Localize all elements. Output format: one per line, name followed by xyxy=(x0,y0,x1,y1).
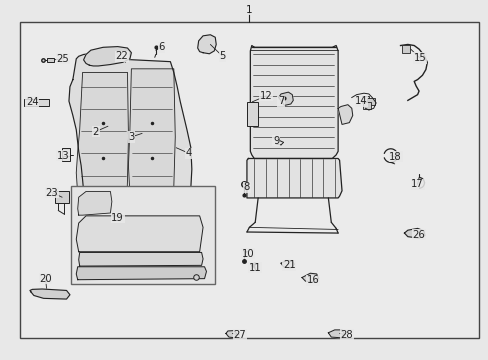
Text: 27: 27 xyxy=(233,330,245,340)
Polygon shape xyxy=(302,273,318,282)
Polygon shape xyxy=(281,261,294,268)
Text: 28: 28 xyxy=(340,330,352,340)
Text: 23: 23 xyxy=(45,188,58,198)
Polygon shape xyxy=(225,330,236,338)
Polygon shape xyxy=(30,289,70,299)
Text: 5: 5 xyxy=(219,51,225,61)
Polygon shape xyxy=(328,330,344,338)
Bar xyxy=(361,96,368,103)
Text: 13: 13 xyxy=(57,150,69,161)
Polygon shape xyxy=(197,35,216,54)
Bar xyxy=(401,45,409,53)
Polygon shape xyxy=(246,158,341,198)
Polygon shape xyxy=(76,72,128,209)
Text: 14: 14 xyxy=(354,96,367,106)
Text: 20: 20 xyxy=(39,274,52,284)
Text: 8: 8 xyxy=(244,182,249,192)
Bar xyxy=(20,22,478,338)
Polygon shape xyxy=(78,192,112,215)
Text: 19: 19 xyxy=(111,213,124,222)
Text: 2: 2 xyxy=(92,127,99,136)
Text: 22: 22 xyxy=(115,51,128,61)
Text: 25: 25 xyxy=(57,54,69,64)
Text: 1: 1 xyxy=(245,5,252,15)
Bar xyxy=(71,186,215,284)
Text: 1: 1 xyxy=(245,5,252,15)
Polygon shape xyxy=(83,46,131,66)
Polygon shape xyxy=(76,216,203,252)
Polygon shape xyxy=(404,228,424,238)
Polygon shape xyxy=(337,105,352,125)
Polygon shape xyxy=(79,252,203,266)
Polygon shape xyxy=(69,54,191,218)
Text: 17: 17 xyxy=(410,179,423,189)
Polygon shape xyxy=(250,45,337,158)
Text: 12: 12 xyxy=(260,91,272,101)
Polygon shape xyxy=(128,69,175,211)
Text: 3: 3 xyxy=(128,132,134,142)
Bar xyxy=(47,58,54,62)
Text: 24: 24 xyxy=(26,97,39,107)
Bar xyxy=(246,102,257,126)
Polygon shape xyxy=(278,92,293,105)
Text: 26: 26 xyxy=(412,230,425,239)
Bar xyxy=(366,98,374,105)
Text: 21: 21 xyxy=(283,260,295,270)
Text: 15: 15 xyxy=(413,53,426,63)
Text: 16: 16 xyxy=(306,275,319,285)
Polygon shape xyxy=(76,267,206,280)
Text: 11: 11 xyxy=(248,263,261,273)
Bar xyxy=(24,99,49,107)
Text: 10: 10 xyxy=(242,248,254,258)
Bar xyxy=(61,148,70,161)
Text: 18: 18 xyxy=(388,152,401,162)
Text: 9: 9 xyxy=(272,136,279,145)
Text: 7: 7 xyxy=(277,96,284,106)
Bar xyxy=(363,102,370,109)
Text: 4: 4 xyxy=(185,148,191,158)
Bar xyxy=(55,191,69,203)
Text: 6: 6 xyxy=(158,42,164,52)
